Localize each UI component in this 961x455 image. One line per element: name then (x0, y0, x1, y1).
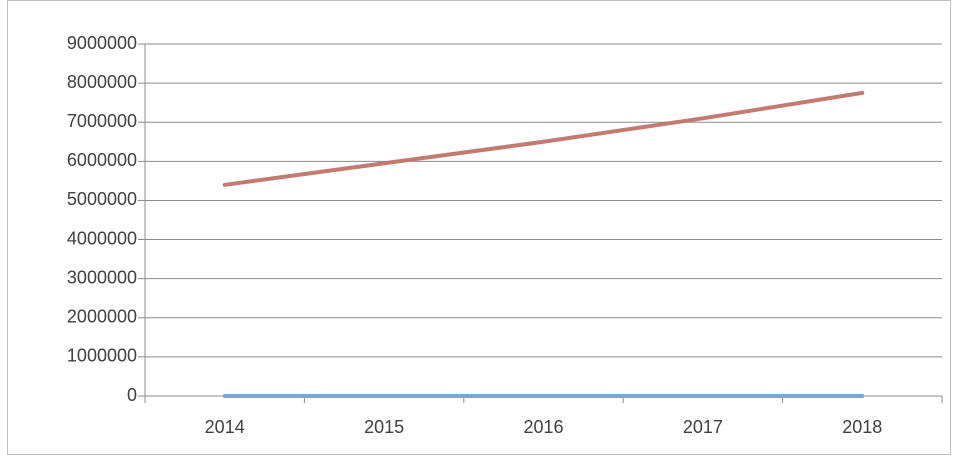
chart-frame (7, 0, 951, 455)
y-tick-label: 7000000 (67, 111, 137, 131)
x-tick-label: 2014 (205, 417, 245, 437)
y-tick-label: 4000000 (67, 228, 137, 248)
x-tick-label: 2015 (364, 417, 404, 437)
x-tick-label: 2016 (523, 417, 563, 437)
x-tick-label: 2017 (683, 417, 723, 437)
y-tick-label: 3000000 (67, 267, 137, 287)
y-tick-label: 9000000 (67, 33, 137, 53)
y-tick-label: 1000000 (67, 346, 137, 366)
y-tick-label: 6000000 (67, 150, 137, 170)
y-tick-label: 2000000 (67, 307, 137, 327)
y-tick-label: 5000000 (67, 189, 137, 209)
x-tick-label: 2018 (842, 417, 882, 437)
series-line (222, 90, 865, 187)
y-tick-label: 0 (127, 385, 137, 405)
y-tick-label: 8000000 (67, 72, 137, 92)
